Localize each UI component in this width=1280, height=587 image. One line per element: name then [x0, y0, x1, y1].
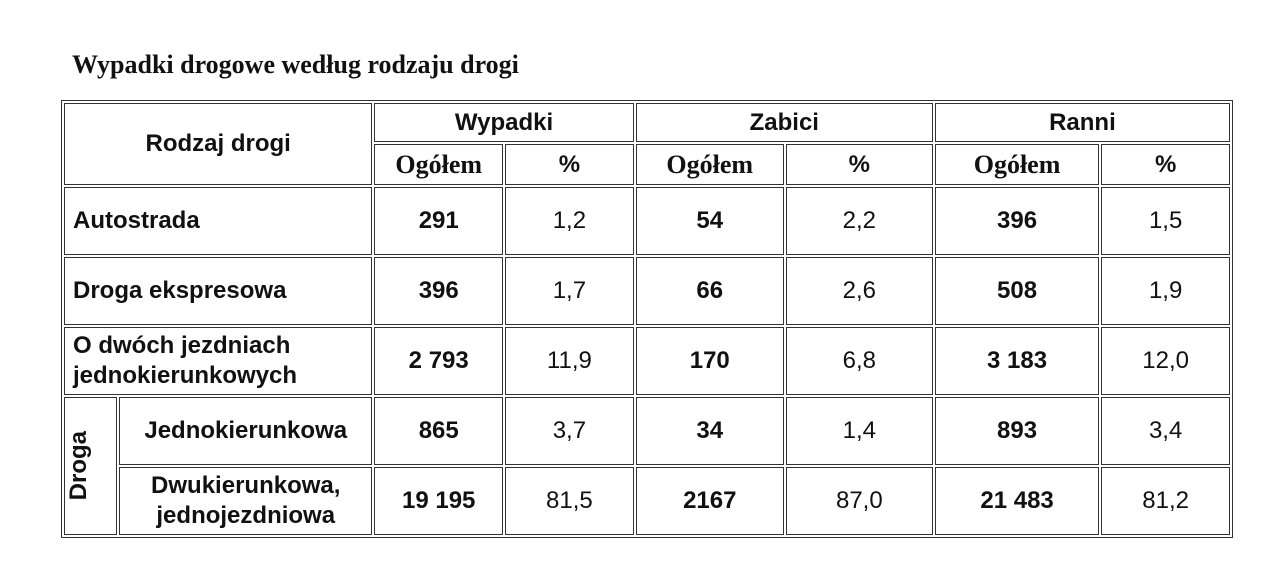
- table-cell: 2167: [635, 467, 784, 535]
- group-header: Wypadki: [374, 103, 634, 142]
- sub-header: %: [1101, 144, 1230, 185]
- group-label-cell: Droga: [64, 397, 118, 535]
- sub-header: Ogółem: [635, 144, 784, 185]
- table-cell: 81,2: [1101, 467, 1230, 535]
- sub-header: Ogółem: [934, 144, 1100, 185]
- table-header: Rodzaj drogi Wypadki Zabici Ranni Ogółem% Ogó…: [64, 103, 1230, 185]
- table-cell: 19 195: [374, 467, 504, 535]
- table-cell: 66: [635, 257, 784, 325]
- table-cell: 170: [635, 327, 784, 395]
- table-cell: 1,9: [1101, 257, 1230, 325]
- table-body: Autostrada 291 1,2 54 2,2 396 1,5 Droga ekspres…: [64, 187, 1230, 535]
- table-cell: 2,6: [785, 257, 933, 325]
- table-cell: 1,2: [505, 187, 634, 255]
- table-cell: 3 183: [934, 327, 1100, 395]
- table-cell: 6,8: [785, 327, 933, 395]
- group-header: Zabici: [635, 103, 933, 142]
- table-cell: 3,7: [505, 397, 634, 465]
- table-row: Dwukierunkowa, jednojezdniowa 19 195 81,5 2…: [64, 467, 1230, 535]
- table-cell: 893: [934, 397, 1100, 465]
- page-title: Wypadki drogowe według rodzaju drogi: [72, 50, 519, 79]
- row-label: Dwukierunkowa, jednojezdniowa: [119, 467, 373, 535]
- data-table: Rodzaj drogi Wypadki Zabici Ranni Ogółem% Ogó…: [61, 100, 1233, 538]
- header-row: Ogółem% Ogółem% Ogółem%: [64, 144, 1230, 185]
- sub-header: %: [785, 144, 933, 185]
- table-cell: 81,5: [505, 467, 634, 535]
- table-row: Droga Jednokierunkowa 865 3,7 34 1,4 893 3,4: [64, 397, 1230, 535]
- row-label: Droga ekspresowa: [64, 257, 373, 325]
- sub-header: Ogółem: [374, 144, 504, 185]
- table-cell: 291: [374, 187, 504, 255]
- table-cell: 2 793: [374, 327, 504, 395]
- table-cell: 1,4: [785, 397, 933, 465]
- row-label: O dwóch jezdniach jednokierunkowych: [64, 327, 373, 395]
- row-label: Jednokierunkowa: [119, 397, 373, 465]
- table-cell: 12,0: [1101, 327, 1230, 395]
- table-cell: 396: [934, 187, 1100, 255]
- table-cell: 396: [374, 257, 504, 325]
- table-cell: 2,2: [785, 187, 933, 255]
- group-header: Ranni: [934, 103, 1230, 142]
- table-cell: 1,7: [505, 257, 634, 325]
- header-cell: Rodzaj drogi: [64, 103, 373, 185]
- sub-header: %: [505, 144, 634, 185]
- table-row: Autostrada 291 1,2 54 2,2 396 1,5: [64, 187, 1230, 255]
- table-cell: 21 483: [934, 467, 1100, 535]
- table-cell: 11,9: [505, 327, 634, 395]
- table-cell: 54: [635, 187, 784, 255]
- group-label: Droga: [65, 431, 92, 501]
- table-cell: 34: [635, 397, 784, 465]
- table-cell: 3,4: [1101, 397, 1230, 465]
- row-label: Autostrada: [64, 187, 373, 255]
- table-row: O dwóch jezdniach jednokierunkowych 2 793…: [64, 327, 1230, 395]
- table-cell: 508: [934, 257, 1100, 325]
- table-cell: 87,0: [785, 467, 933, 535]
- header-row: Rodzaj drogi Wypadki Zabici Ranni: [64, 103, 1230, 185]
- table-cell: 1,5: [1101, 187, 1230, 255]
- table-row: Droga ekspresowa 396 1,7 66 2,6 508 1,9: [64, 257, 1230, 325]
- table-cell: 865: [374, 397, 504, 465]
